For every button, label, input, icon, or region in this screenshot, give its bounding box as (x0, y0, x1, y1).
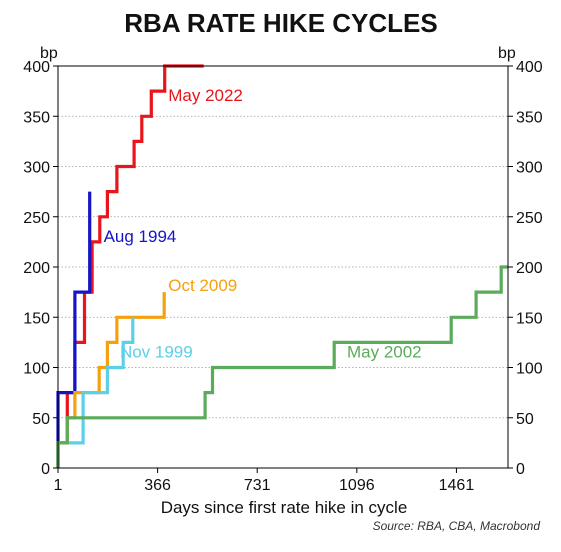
series-line-may-2002 (56, 265, 508, 468)
source-note: Source: RBA, CBA, Macrobond (373, 519, 541, 533)
series-label-oct-2009: Oct 2009 (168, 276, 237, 295)
right-unit-label: bp (498, 45, 516, 62)
y-tick-label-right: 100 (516, 361, 543, 378)
x-tick-label: 731 (244, 477, 271, 494)
x-tick-label: 1461 (439, 477, 475, 494)
y-tick-label-right: 300 (516, 160, 543, 177)
y-tick-label-left: 400 (23, 59, 50, 76)
y-tick-label-right: 400 (516, 59, 543, 76)
y-tick-label-left: 50 (32, 411, 50, 428)
series-label-aug-1994: Aug 1994 (104, 227, 177, 246)
series-group (56, 64, 508, 468)
x-tick-label: 1096 (339, 477, 375, 494)
left-unit-label: bp (40, 45, 58, 62)
series-label-nov-1999: Nov 1999 (120, 342, 193, 361)
y-tick-label-right: 150 (516, 310, 543, 327)
series-label-may-2002: May 2002 (347, 342, 422, 361)
y-tick-label-left: 0 (41, 461, 50, 478)
y-tick-label-right: 250 (516, 210, 543, 227)
y-tick-label-left: 350 (23, 109, 50, 126)
series-line-nov-1999 (56, 317, 135, 468)
y-tick-label-right: 350 (516, 109, 543, 126)
y-tick-label-right: 0 (516, 461, 525, 478)
y-tick-label-left: 250 (23, 210, 50, 227)
chart-title: RBA RATE HIKE CYCLES (124, 8, 437, 38)
y-tick-label-left: 200 (23, 260, 50, 277)
series-labels: May 2022 Aug 1994 Oct 2009 Nov 1999 May 2002 (104, 86, 422, 361)
x-axis-label: Days since first rate hike in cycle (161, 498, 408, 517)
y-tick-label-right: 200 (516, 260, 543, 277)
series-label-may-2022: May 2022 (168, 86, 243, 105)
y-tick-label-left: 300 (23, 160, 50, 177)
y-tick-label-left: 100 (23, 361, 50, 378)
x-tick-label: 1 (54, 477, 63, 494)
y-tick-label-left: 150 (23, 310, 50, 327)
x-tick-label: 366 (144, 477, 171, 494)
tick-labels: 0 0 50 50 100 100 150 150 200 200 250 250 300 300 350 3… (23, 59, 543, 494)
y-tick-label-right: 50 (516, 411, 534, 428)
